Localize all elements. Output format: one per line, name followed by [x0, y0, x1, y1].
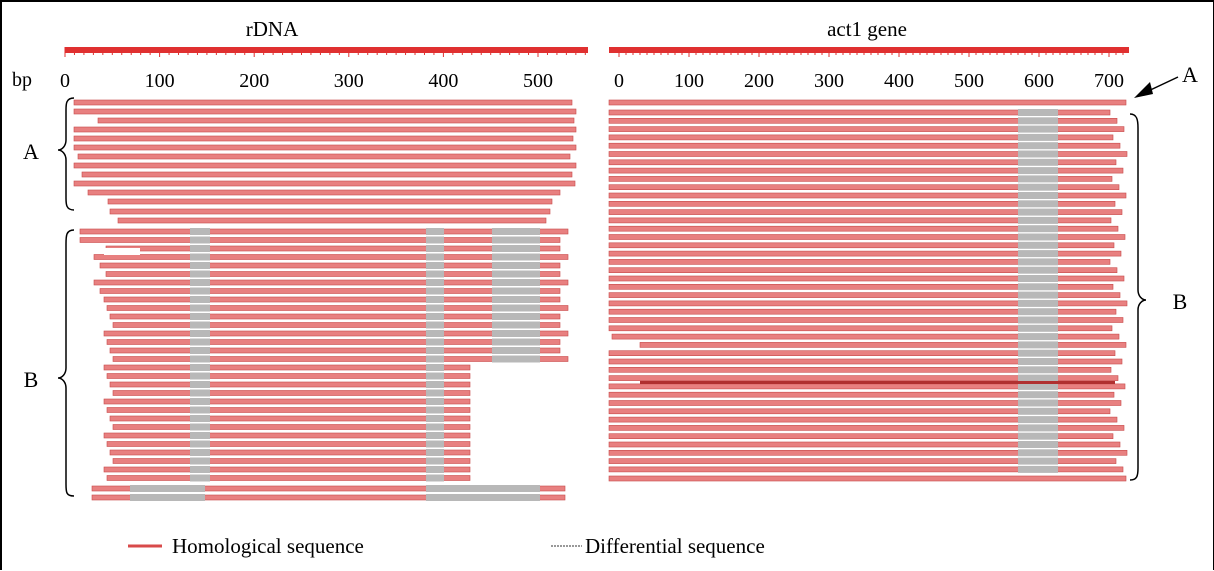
act1-group-b-label: B [1173, 289, 1188, 314]
act1-marker-arrow [1134, 76, 1179, 98]
act1-marker-a-label: A [1182, 62, 1198, 87]
act1-alignment-rows [608, 99, 1128, 482]
tick-label-0-3: 300 [334, 70, 364, 92]
ruler-bar-0 [65, 47, 588, 53]
tick-label-1-1: 100 [674, 70, 704, 92]
act1-title: act1 gene [827, 17, 907, 41]
tick-label-0-1: 100 [145, 70, 175, 92]
tick-label-1-7: 700 [1094, 70, 1124, 92]
tick-label-1-3: 300 [814, 70, 844, 92]
legend: Homological sequence Differential sequen… [128, 534, 765, 558]
tick-label-1-4: 400 [884, 70, 914, 92]
axis-unit-label: bp [12, 69, 32, 91]
legend-homological-label: Homological sequence [172, 534, 364, 558]
rdna-group-b-brace [57, 229, 75, 497]
rdna-alignment-rows [73, 99, 577, 501]
tick-label-1-0: 0 [614, 70, 624, 92]
tick-label-1-2: 200 [744, 70, 774, 92]
tick-label-0-0: 0 [60, 70, 70, 92]
rdna-group-a-brace [57, 97, 75, 211]
rulers [64, 47, 1129, 57]
ruler-bar-1 [609, 47, 1129, 53]
rdna-group-b-label: B [24, 367, 39, 392]
legend-differential-label: Differential sequence [585, 534, 765, 558]
tick-label-0-4: 400 [428, 70, 458, 92]
rdna-group-a-label: A [23, 139, 39, 164]
tick-label-1-5: 500 [954, 70, 984, 92]
tick-label-0-2: 200 [239, 70, 269, 92]
tick-labels: 0 100 200 300 400 500 0 100 200 300 400 500 600 700 [60, 70, 1124, 92]
rdna-title: rDNA [246, 17, 299, 41]
act1-group-b-brace [1129, 113, 1147, 481]
tick-label-1-6: 600 [1024, 70, 1054, 92]
tick-label-0-5: 500 [523, 70, 553, 92]
